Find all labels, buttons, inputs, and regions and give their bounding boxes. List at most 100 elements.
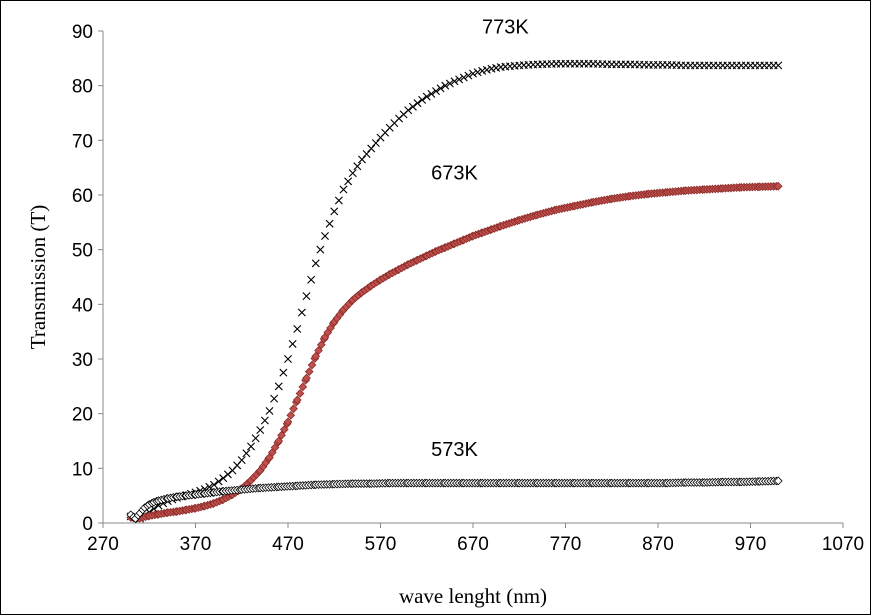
- data-point-773K: [450, 77, 459, 86]
- x-tick-label: 370: [180, 534, 212, 555]
- data-point-773K: [404, 106, 413, 115]
- data-point-773K: [270, 394, 279, 403]
- data-point-673K: [302, 373, 311, 383]
- data-point-673K: [773, 181, 783, 191]
- data-point-673K: [304, 367, 314, 376]
- y-tick-label: 40: [72, 295, 93, 316]
- data-point-773K: [459, 73, 468, 82]
- x-tick-label: 870: [642, 534, 674, 555]
- data-point-773K: [247, 442, 255, 451]
- x-tick-label: 470: [272, 534, 304, 555]
- y-tick-label: 70: [72, 131, 93, 152]
- data-point-773K: [418, 95, 427, 104]
- data-point-773K: [353, 162, 362, 171]
- x-tick-label: 970: [735, 534, 767, 555]
- data-point-773K: [210, 480, 218, 489]
- data-point-773K: [464, 71, 473, 80]
- y-tick-label: 0: [82, 514, 93, 535]
- data-point-773K: [311, 259, 320, 268]
- data-point-773K: [478, 66, 487, 75]
- data-point-773K: [274, 382, 283, 391]
- data-point-673K: [314, 346, 323, 355]
- data-point-773K: [265, 406, 274, 415]
- data-point-773K: [358, 155, 366, 164]
- data-point-673K: [279, 425, 289, 434]
- data-point-673K: [277, 430, 286, 440]
- data-point-773K: [436, 84, 445, 93]
- data-point-773K: [219, 474, 228, 483]
- data-point-673K: [292, 395, 302, 405]
- data-point-673K: [298, 382, 308, 392]
- x-tick-label: 770: [550, 534, 582, 555]
- data-point-773K: [288, 339, 297, 348]
- y-tick-label: 20: [72, 405, 93, 426]
- data-point-773K: [279, 368, 288, 377]
- data-point-673K: [289, 404, 298, 414]
- data-point-773K: [242, 449, 251, 458]
- y-tick-label: 10: [72, 459, 93, 480]
- data-point-773K: [307, 275, 316, 284]
- y-tick-label: 60: [72, 186, 93, 207]
- data-point-773K: [325, 219, 334, 228]
- data-point-773K: [297, 308, 306, 317]
- data-point-773K: [223, 470, 232, 479]
- series-573K: [126, 476, 783, 523]
- data-point-773K: [260, 416, 269, 425]
- data-point-773K: [214, 477, 223, 486]
- data-point-773K: [445, 79, 454, 88]
- data-point-673K: [283, 417, 293, 427]
- x-tick-label: 1070: [822, 534, 864, 555]
- data-point-773K: [330, 207, 339, 216]
- x-tick-label: 670: [457, 534, 489, 555]
- data-point-773K: [441, 81, 450, 90]
- data-point-773K: [321, 232, 329, 240]
- data-point-773K: [302, 292, 311, 301]
- y-tick-label: 30: [72, 350, 93, 371]
- data-point-773K: [469, 69, 477, 78]
- y-tick-label: 50: [72, 241, 93, 262]
- data-point-573K: [773, 476, 783, 486]
- data-point-773K: [427, 89, 436, 98]
- y-tick-label: 80: [72, 77, 93, 98]
- data-point-773K: [237, 456, 246, 465]
- data-point-673K: [311, 351, 321, 361]
- data-point-773K: [432, 87, 440, 96]
- data-point-773K: [334, 196, 343, 205]
- data-point-773K: [284, 355, 292, 363]
- data-point-673K: [307, 360, 317, 370]
- data-point-773K: [408, 102, 417, 111]
- x-tick-label: 570: [365, 534, 397, 555]
- x-tick-label: 270: [87, 534, 119, 555]
- data-point-773K: [473, 68, 482, 77]
- data-point-673K: [295, 389, 305, 398]
- series-673K: [126, 181, 783, 523]
- data-point-773K: [348, 169, 357, 178]
- data-point-773K: [774, 61, 783, 70]
- data-point-673K: [274, 436, 284, 446]
- labels-layer: wave lenght (nm) Transmission (T) 773K 673K…: [26, 17, 547, 608]
- series-layer: [126, 59, 783, 523]
- axes: 0 10 20 30 40 50 60 70 80 90 270 370 470 570 670 770 870…: [72, 22, 864, 555]
- data-point-773K: [367, 144, 376, 153]
- series-label-673K: 673K: [431, 163, 478, 185]
- series-label-773K: 773K: [482, 17, 529, 39]
- data-point-773K: [256, 426, 265, 435]
- data-point-673K: [316, 340, 326, 350]
- x-axis-title: wave lenght (nm): [399, 584, 547, 608]
- data-point-773K: [293, 324, 302, 333]
- data-point-773K: [371, 139, 380, 148]
- data-point-773K: [316, 245, 325, 254]
- data-point-773K: [339, 185, 348, 194]
- data-point-673K: [286, 410, 296, 420]
- data-point-773K: [362, 150, 371, 158]
- data-point-773K: [344, 177, 353, 186]
- data-point-773K: [205, 482, 214, 491]
- data-point-773K: [251, 434, 260, 443]
- data-point-773K: [482, 65, 491, 74]
- data-point-773K: [422, 92, 431, 101]
- series-label-573K: 573K: [431, 439, 478, 461]
- data-point-773K: [455, 75, 464, 84]
- y-tick-label: 90: [72, 22, 93, 43]
